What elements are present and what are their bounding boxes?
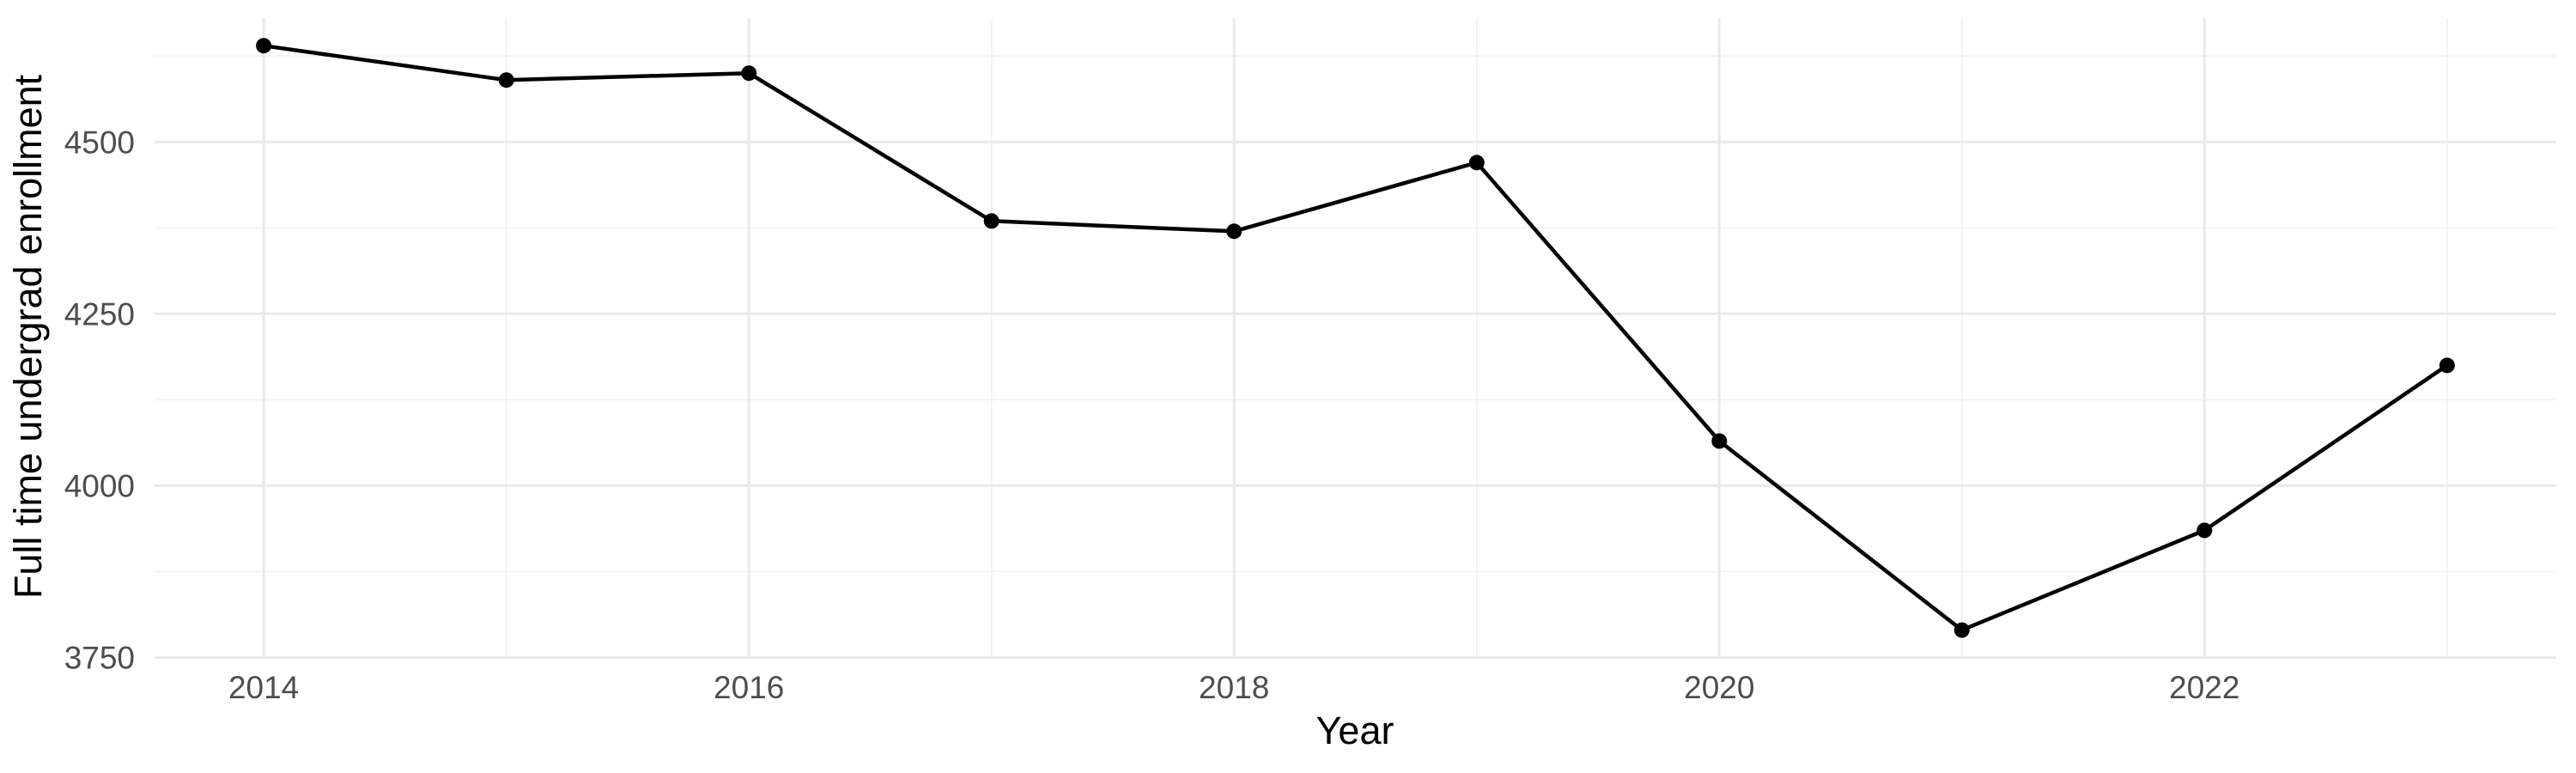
y-tick-label-4500: 4500 [64, 125, 135, 160]
data-point-2022 [2196, 522, 2213, 539]
x-tick-label-2016: 2016 [714, 670, 784, 705]
data-point-2020 [1711, 433, 1728, 449]
major-gridlines-layer [155, 18, 2556, 660]
x-tick-label-2018: 2018 [1199, 670, 1269, 705]
x-tick-label-2014: 2014 [228, 670, 299, 705]
tick-labels-layer: 4500 4250 4000 3750 2014 2016 2018 2020 2022 [64, 125, 2240, 705]
data-point-2015 [498, 72, 514, 88]
data-point-2023 [2439, 357, 2455, 374]
y-tick-label-3750: 3750 [64, 641, 135, 676]
y-tick-label-4000: 4000 [64, 468, 135, 503]
data-point-2021 [1953, 622, 1970, 638]
x-tick-label-2022: 2022 [2169, 670, 2239, 705]
data-point-2018 [1226, 223, 1242, 240]
data-point-2016 [741, 65, 757, 82]
y-axis-title: Full time undergrad enrollment [6, 74, 50, 599]
x-tick-label-2020: 2020 [1684, 670, 1754, 705]
data-point-2017 [983, 213, 999, 229]
y-tick-label-4250: 4250 [64, 296, 135, 332]
data-series-layer [256, 38, 2455, 638]
x-axis-title: Year [1316, 709, 1394, 752]
enrollment-trend-line [263, 43, 2449, 632]
data-point-2014 [256, 38, 272, 54]
data-point-2019 [1468, 155, 1485, 171]
minor-gridlines-layer [155, 18, 2556, 657]
